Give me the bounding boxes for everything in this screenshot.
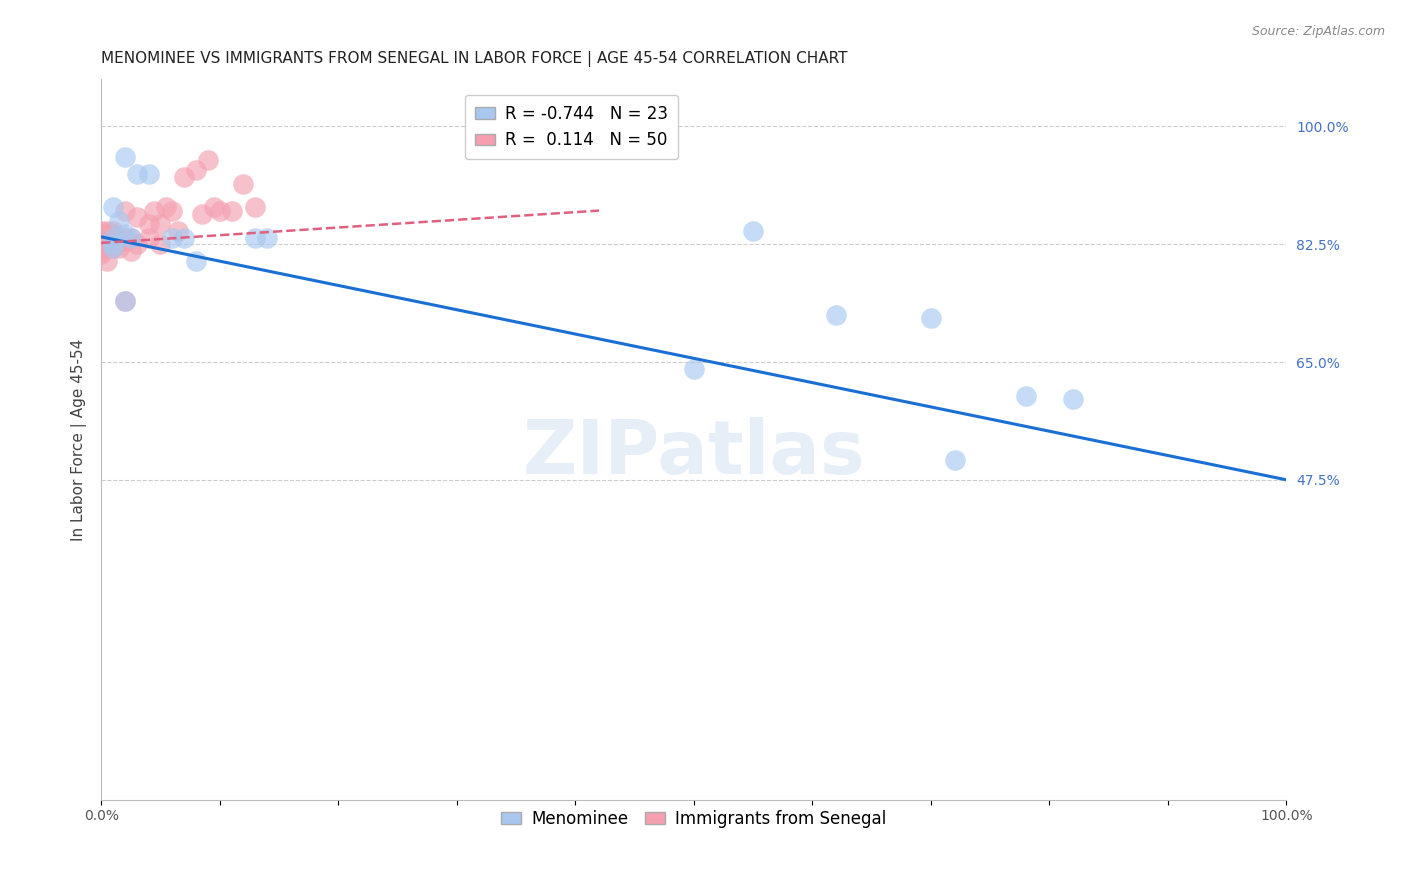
Point [125, 167, 148, 181]
Point [90, 224, 112, 238]
Point [149, 217, 172, 231]
Point [682, 361, 704, 376]
Point [114, 294, 136, 309]
Point [101, 224, 124, 238]
Point [90, 244, 112, 258]
Point [90, 234, 112, 248]
Point [143, 203, 166, 218]
Point [101, 234, 124, 248]
Point [245, 230, 267, 244]
Text: MENOMINEE VS IMMIGRANTS FROM SENEGAL IN LABOR FORCE | AGE 45-54 CORRELATION CHAR: MENOMINEE VS IMMIGRANTS FROM SENEGAL IN … [101, 51, 848, 67]
Point [197, 153, 219, 168]
Point [184, 163, 207, 178]
Point [742, 224, 765, 238]
Point [125, 211, 148, 225]
Point [114, 234, 136, 248]
Point [120, 244, 142, 258]
Point [108, 241, 131, 255]
Point [96, 224, 118, 238]
Point [825, 308, 848, 322]
Point [943, 452, 966, 467]
Point [149, 237, 172, 252]
Point [101, 227, 124, 242]
Point [184, 254, 207, 268]
Point [920, 311, 942, 326]
Point [114, 203, 136, 218]
Point [1062, 392, 1084, 406]
Point [96, 237, 118, 252]
Point [90, 247, 112, 261]
Point [155, 200, 177, 214]
Point [96, 230, 118, 244]
Point [191, 207, 214, 221]
Point [90, 230, 112, 244]
Point [96, 227, 118, 242]
Point [162, 230, 184, 244]
Point [114, 230, 136, 244]
Point [208, 203, 231, 218]
Point [101, 241, 124, 255]
Point [108, 213, 131, 227]
Point [120, 230, 142, 244]
Legend: Menominee, Immigrants from Senegal: Menominee, Immigrants from Senegal [495, 803, 893, 834]
Point [114, 294, 136, 309]
Point [90, 241, 112, 255]
Point [221, 203, 243, 218]
Point [202, 200, 225, 214]
Y-axis label: In Labor Force | Age 45-54: In Labor Force | Age 45-54 [72, 338, 87, 541]
Point [96, 254, 118, 268]
Point [138, 230, 160, 244]
Point [138, 217, 160, 231]
Point [138, 167, 160, 181]
Point [120, 230, 142, 244]
Point [101, 230, 124, 244]
Point [167, 224, 190, 238]
Text: ZIPatlas: ZIPatlas [523, 417, 865, 491]
Point [101, 237, 124, 252]
Point [173, 169, 195, 184]
Point [101, 200, 124, 214]
Point [162, 203, 184, 218]
Point [1015, 389, 1038, 403]
Point [90, 234, 112, 248]
Point [101, 230, 124, 244]
Point [256, 230, 278, 244]
Point [108, 234, 131, 248]
Point [173, 230, 195, 244]
Point [114, 227, 136, 242]
Point [125, 237, 148, 252]
Text: Source: ZipAtlas.com: Source: ZipAtlas.com [1251, 25, 1385, 38]
Point [90, 241, 112, 255]
Point [90, 227, 112, 242]
Point [114, 150, 136, 164]
Point [108, 230, 131, 244]
Point [101, 241, 124, 255]
Point [96, 234, 118, 248]
Point [101, 227, 124, 242]
Point [232, 177, 254, 191]
Point [90, 237, 112, 252]
Point [245, 200, 267, 214]
